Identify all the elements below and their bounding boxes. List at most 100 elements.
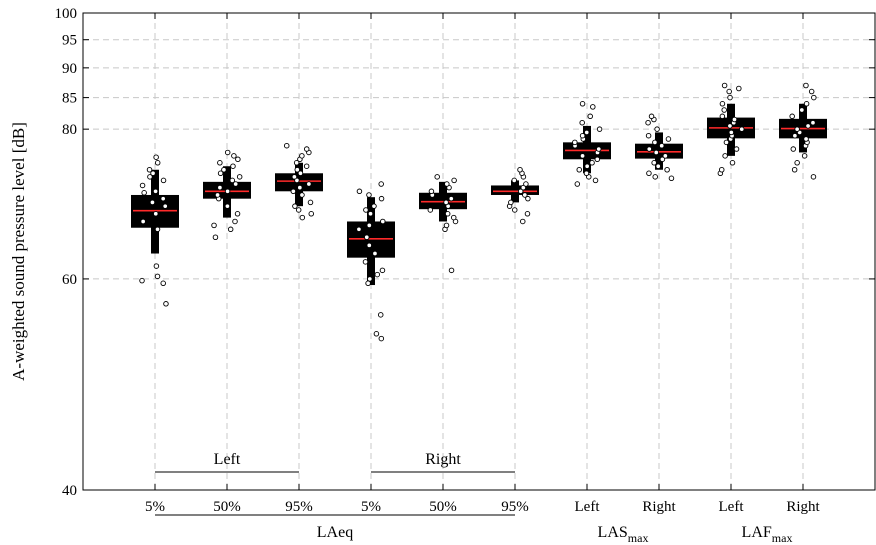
data-point [803, 136, 809, 142]
box-body [275, 173, 323, 192]
data-point [299, 153, 305, 159]
y-tick-label: 85 [62, 91, 77, 107]
data-point [728, 129, 735, 136]
data-point [230, 163, 236, 169]
data-point [524, 211, 531, 217]
data-point [736, 85, 742, 92]
point-layer [139, 82, 817, 342]
data-point [160, 177, 167, 184]
x-tick-label: Left [719, 499, 745, 515]
data-point [655, 163, 661, 169]
data-point [451, 177, 457, 184]
data-point [805, 123, 811, 129]
data-point [428, 188, 435, 195]
data-point [303, 146, 310, 152]
data-point [377, 312, 384, 318]
group-label-subscript: max [772, 531, 793, 545]
data-point [727, 123, 733, 129]
data-point [665, 136, 672, 142]
x-tick-label: 5% [145, 499, 165, 515]
data-point [523, 181, 529, 187]
data-point [283, 142, 290, 149]
data-point [378, 335, 385, 342]
data-point [371, 203, 377, 209]
data-point [450, 214, 457, 221]
data-point [803, 101, 810, 107]
data-point [646, 170, 652, 177]
data-point [448, 267, 455, 274]
y-tick-label: 100 [55, 6, 78, 22]
data-point [217, 160, 223, 166]
x-tick-label: 95% [501, 499, 529, 515]
data-point [379, 267, 386, 274]
data-point [224, 188, 231, 195]
data-point [722, 153, 728, 159]
data-point [236, 174, 243, 180]
plot-frame [82, 12, 876, 491]
data-point [211, 222, 217, 229]
group-label: LAeq [317, 524, 353, 541]
data-point [652, 174, 658, 180]
data-point [443, 222, 450, 229]
data-point [307, 199, 314, 206]
data-point [646, 146, 653, 152]
data-point [217, 184, 223, 191]
data-point [160, 280, 166, 287]
y-tick-label: 95 [62, 33, 77, 49]
data-point [303, 163, 310, 169]
data-point [367, 276, 373, 282]
box-4 [419, 181, 467, 222]
data-point [299, 214, 306, 221]
group-label-subscript: max [628, 531, 649, 545]
data-point [362, 259, 369, 265]
data-point [579, 119, 585, 126]
x-tick-label: Right [642, 499, 676, 515]
x-tick-label: 50% [429, 499, 457, 515]
data-point [308, 211, 315, 217]
box-5 [491, 180, 539, 203]
data-point [733, 146, 740, 152]
data-point [232, 218, 238, 225]
data-point [583, 170, 590, 177]
data-point [592, 177, 599, 184]
data-point [520, 218, 526, 225]
data-point [153, 154, 159, 160]
box-3 [347, 197, 395, 286]
data-point [718, 166, 725, 173]
data-point [658, 142, 665, 149]
x-tick-label: Right [786, 499, 820, 515]
data-point [162, 203, 168, 209]
data-point [517, 166, 523, 173]
data-point [434, 174, 440, 180]
data-point [448, 195, 455, 202]
data-point [791, 166, 798, 173]
data-point [297, 170, 304, 177]
y-tick-label: 40 [62, 483, 77, 499]
x-tick-layer: 5% 50% 95% 5% 50% 95% Left Right Left Right [145, 13, 821, 515]
data-point [572, 139, 578, 146]
data-point [594, 156, 601, 163]
data-point [583, 129, 590, 136]
data-point [139, 277, 145, 284]
data-point [739, 126, 745, 132]
data-point [668, 175, 675, 182]
data-point [378, 181, 384, 187]
data-point [579, 132, 586, 139]
data-point [574, 181, 581, 187]
data-point [231, 153, 237, 159]
data-point [147, 174, 153, 180]
data-point [153, 211, 159, 217]
data-point [160, 195, 166, 202]
data-point [648, 113, 655, 120]
data-point [789, 113, 795, 120]
data-point [153, 263, 160, 269]
data-point [792, 132, 798, 139]
data-point [579, 101, 586, 107]
x-tick-label: Left [575, 499, 601, 515]
data-point [645, 119, 651, 126]
data-point [799, 107, 805, 113]
data-point [579, 153, 586, 159]
data-point [152, 188, 159, 195]
data-point [373, 331, 380, 337]
grid-layer [83, 13, 875, 490]
